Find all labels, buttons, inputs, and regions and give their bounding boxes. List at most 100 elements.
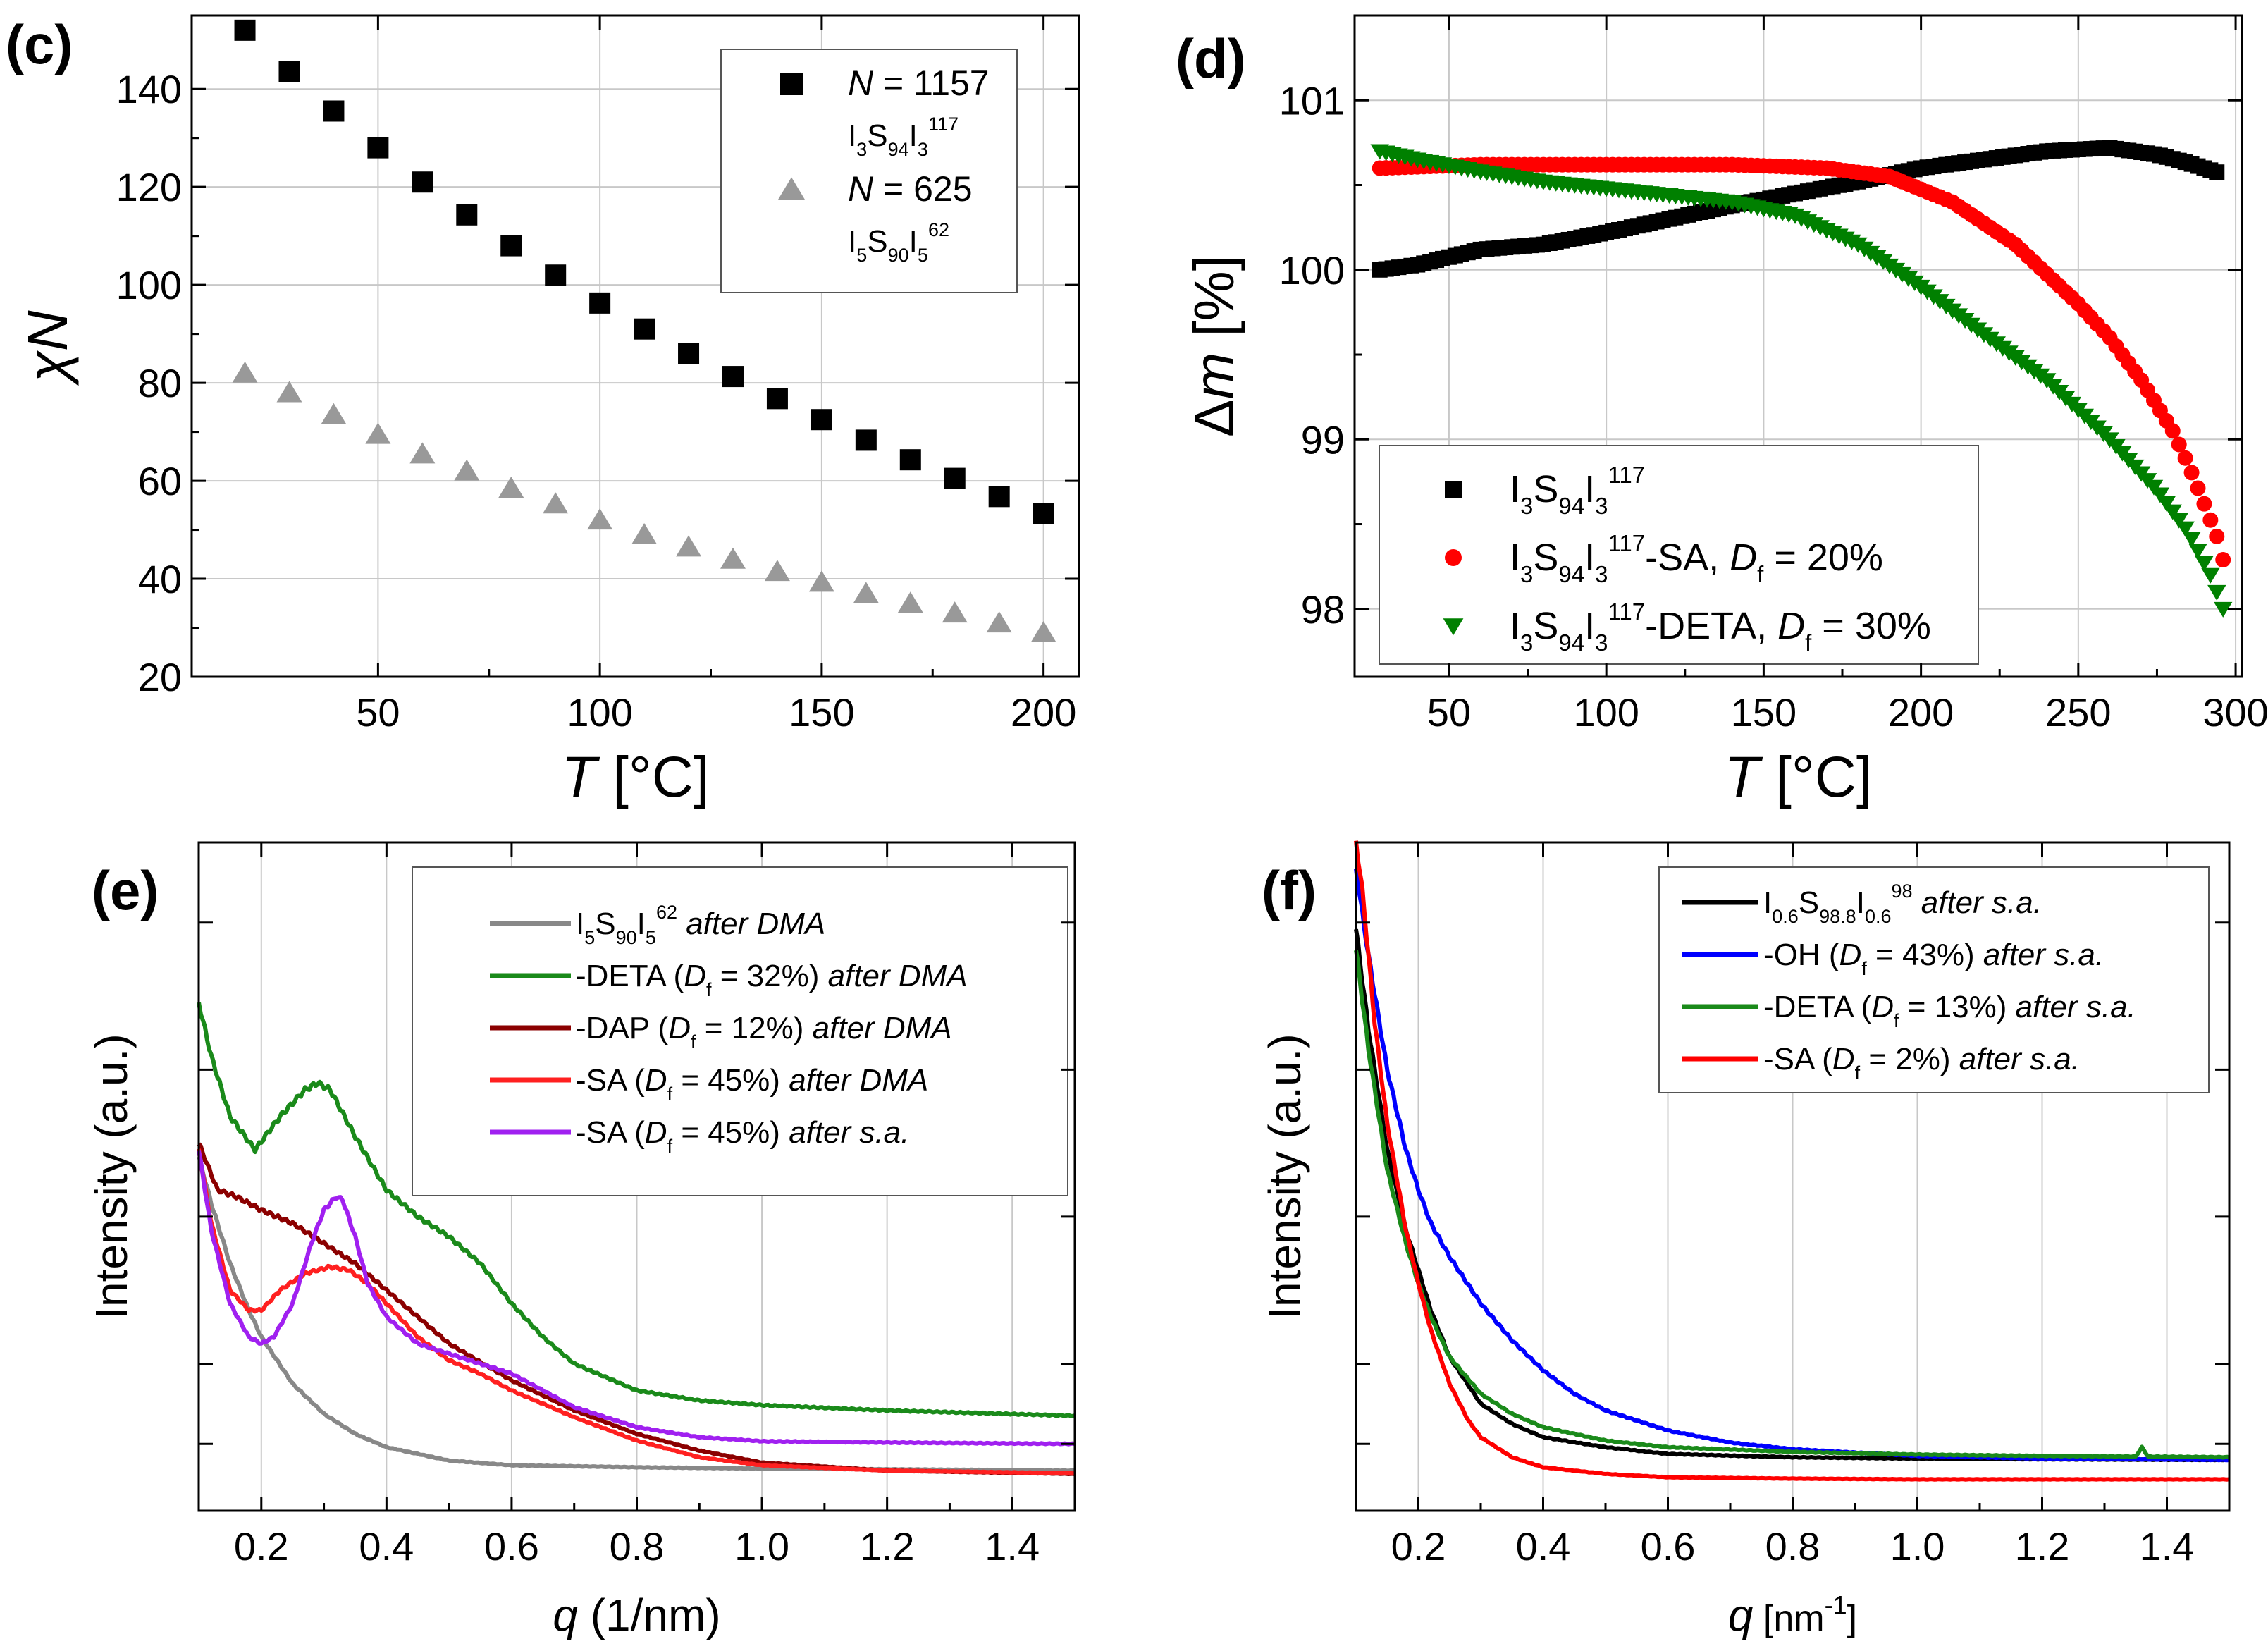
legend-label: I5S90I562​ after DMA: [576, 902, 825, 948]
series-line-4: [197, 1150, 1076, 1447]
data-point: [2190, 480, 2206, 496]
data-point: [986, 611, 1012, 633]
y-tick-label: 100: [116, 263, 182, 307]
data-point: [2169, 513, 2188, 529]
y-tick-label: 120: [116, 165, 182, 209]
x-tick-label: 0.2: [1391, 1524, 1446, 1569]
data-point: [2177, 450, 2193, 466]
legend-label: N = 1157: [848, 63, 990, 103]
data-point: [323, 100, 345, 122]
data-point: [853, 582, 879, 603]
data-point: [2150, 487, 2170, 503]
panel-e: 0.2 0.4 0.6 0.8 1.0 1.2 1.4 (e) q (1/nm) Intensit…: [86, 841, 1076, 1640]
x-tick-label: 0.8: [610, 1524, 665, 1569]
panel-f: 0.2 0.4 0.6 0.8 1.0 1.2 1.4 (f) q [nm-1] Intensit…: [1259, 840, 2231, 1640]
x-tick-label: 1.2: [2015, 1524, 2070, 1569]
x-tick-label: 0.6: [484, 1524, 539, 1569]
data-point: [2195, 556, 2214, 572]
data-point: [2201, 567, 2220, 584]
legend-label: N = 625: [848, 169, 973, 209]
series-line-3: [1354, 840, 2230, 1482]
data-point: [412, 171, 433, 193]
data-point: [678, 343, 700, 364]
data-point: [321, 403, 347, 424]
y-tick-label: 99: [1301, 417, 1345, 462]
legend-marker: [780, 73, 803, 95]
series-line-2: [1354, 950, 2230, 1460]
series-line-1: [1354, 868, 2230, 1463]
data-point: [543, 492, 569, 514]
panel-d: 50 100 150 200 250 300 98 99 100 101 (d) T [°C] Δm […: [1176, 14, 2268, 809]
x-tick-label: 250: [2045, 690, 2111, 735]
data-point: [631, 523, 658, 545]
y-tick-label: 98: [1301, 587, 1345, 632]
data-point: [988, 486, 1010, 508]
data-point: [2164, 423, 2181, 439]
x-tick-label: 100: [1573, 690, 1639, 735]
data-point: [409, 442, 436, 464]
y-tick-label: 60: [138, 459, 182, 503]
x-tick-label: 0.2: [234, 1524, 289, 1569]
legend-marker: [777, 177, 806, 200]
legend-box: [720, 49, 1018, 293]
legend-label: -DAP (Df = 12%) after DMA: [576, 1011, 952, 1052]
data-point: [811, 409, 832, 431]
x-tick-label: 1.0: [1890, 1524, 1945, 1569]
data-point: [634, 318, 655, 340]
x-tick-label: 0.8: [1765, 1524, 1820, 1569]
data-point: [1033, 503, 1054, 524]
y-axis-label: Δm [%]: [1183, 255, 1245, 437]
x-tick-label: 200: [1888, 690, 1954, 735]
legend-label: -DETA (Df = 32%) after DMA: [576, 959, 968, 1000]
x-tick-label: 0.6: [1641, 1524, 1696, 1569]
data-point: [545, 264, 567, 286]
data-point: [2209, 528, 2225, 544]
x-axis-label: T [°C]: [1724, 745, 1872, 809]
data-point: [897, 591, 923, 613]
legend-label: I3S94I3117​-DETA, Df = 30%: [1510, 599, 1931, 656]
data-point: [1030, 620, 1056, 642]
legend-label: I0.6S98.8I0.698​ after s.a.: [1763, 880, 2042, 927]
data-point: [720, 547, 746, 569]
x-axis-label: q (1/nm): [553, 1590, 720, 1640]
series-line-3: [197, 1148, 1076, 1476]
y-axis-label: Intensity (a.u.): [86, 1033, 137, 1320]
data-point: [766, 388, 788, 410]
x-tick-label: 1.0: [734, 1524, 789, 1569]
legend-label: -SA (Df = 2%) after s.a.: [1763, 1042, 2080, 1084]
data-point: [2188, 544, 2207, 560]
plot-frame: [1353, 14, 2243, 678]
data-point: [278, 61, 300, 82]
y-tick-label: 100: [1279, 248, 1345, 293]
x-tick-label: 150: [789, 690, 854, 735]
data-point: [2209, 164, 2225, 180]
x-tick-label: 0.4: [1516, 1524, 1571, 1569]
legend-label: I3S94I3117​-SA, Df = 20%: [1510, 530, 1883, 587]
data-point: [367, 137, 389, 159]
x-tick-label: 1.4: [985, 1524, 1040, 1569]
x-tick-label: 150: [1731, 690, 1796, 735]
y-axis-label: Intensity (a.u.): [1259, 1033, 1310, 1320]
data-point: [365, 422, 391, 444]
legend-marker: [1443, 618, 1464, 636]
legend-label: I3S94I3117​: [1510, 462, 1645, 519]
x-tick-label: 300: [2202, 690, 2268, 735]
data-point: [2176, 521, 2195, 537]
series-line-1: [197, 1002, 1076, 1418]
legend-label: -DETA (Df = 13%) after s.a.: [1763, 990, 2136, 1031]
x-tick-label: 1.4: [2140, 1524, 2195, 1569]
data-point: [234, 19, 256, 41]
data-point: [899, 449, 921, 471]
data-point: [942, 601, 968, 623]
x-tick-label: 50: [1427, 690, 1471, 735]
y-tick-label: 80: [138, 361, 182, 405]
plot-frame: [190, 14, 1080, 678]
legend-box: [1379, 445, 1979, 665]
panel-c: 50 100 150 200 20 40 60 80 100 120 140 (c) T [°C] χN N…: [6, 13, 1080, 809]
data-point: [232, 361, 258, 383]
x-axis-label: T [°C]: [561, 745, 709, 809]
data-point: [587, 508, 613, 530]
data-point: [589, 292, 611, 314]
data-point: [764, 560, 790, 582]
panel-label: (f): [1262, 859, 1317, 921]
